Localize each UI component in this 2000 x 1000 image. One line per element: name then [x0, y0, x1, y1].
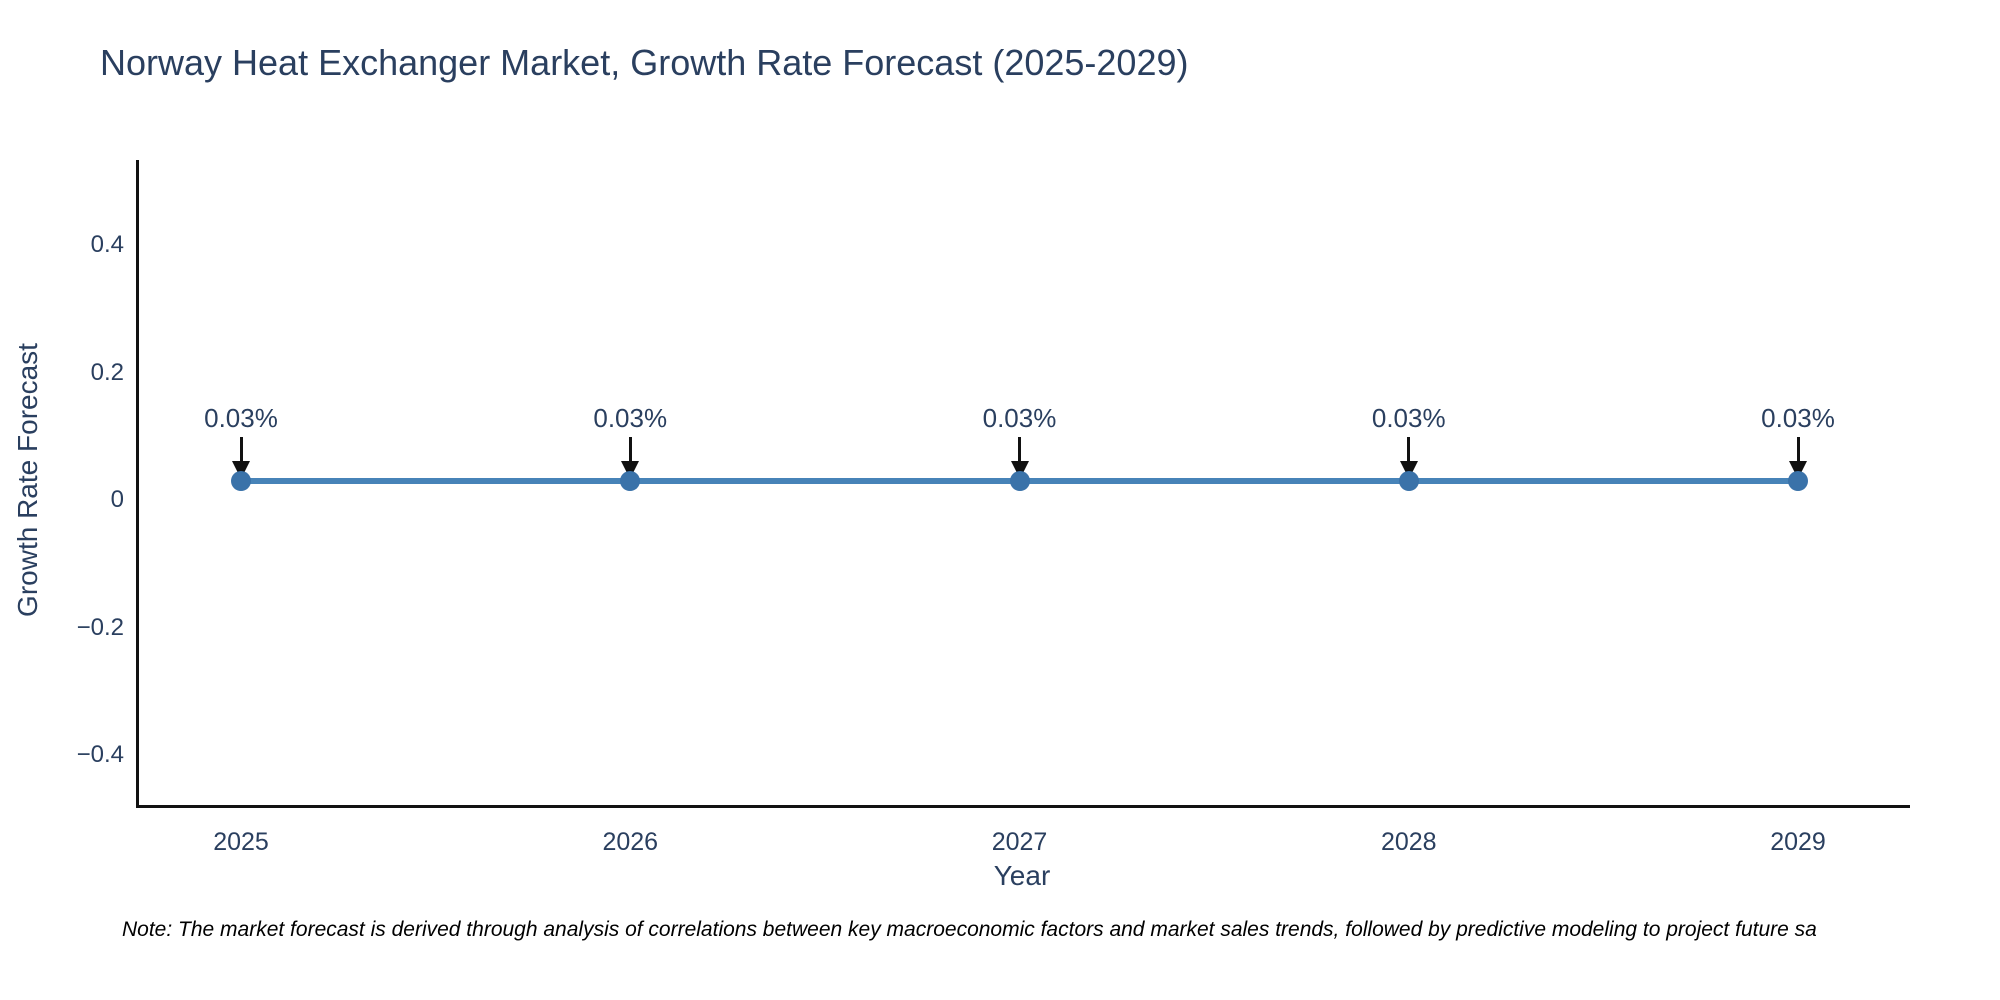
x-axis-tick-label: 2028 — [1380, 828, 1437, 856]
point-annotation-label: 0.03% — [593, 402, 668, 433]
point-annotation-label: 0.03% — [1371, 402, 1446, 433]
annotation-arrow-shaft — [1796, 436, 1800, 463]
annotation-arrow-shaft — [239, 436, 243, 463]
annotation-arrow-shaft — [1018, 436, 1021, 463]
data-point-marker[interactable] — [231, 470, 251, 491]
chart-title: Norway Heat Exchanger Market, Growth Rat… — [100, 42, 1189, 83]
x-axis-tick-label: 2026 — [602, 828, 659, 856]
annotation-arrow-shaft — [1407, 436, 1411, 463]
data-point-marker[interactable] — [620, 470, 641, 491]
point-annotation-label: 0.03% — [982, 402, 1057, 433]
data-point-marker[interactable] — [1398, 470, 1419, 491]
x-axis-tick-label: 2025 — [213, 828, 269, 856]
y-axis-tick-label: 0.2 — [90, 358, 124, 386]
y-axis-tick-label: −0.4 — [76, 741, 124, 768]
x-axis-tick-label: 2029 — [1770, 828, 1826, 856]
y-axis-tick-label: 0.4 — [90, 231, 124, 258]
x-axis-tick-label: 2027 — [991, 828, 1048, 856]
footnote: Note: The market forecast is derived thr… — [122, 918, 1817, 941]
data-point-marker[interactable] — [1788, 470, 1808, 491]
x-axis-title: Year — [993, 860, 1051, 891]
point-annotation-label: 0.03% — [204, 402, 278, 433]
y-axis-tick-label: 0 — [110, 486, 124, 513]
annotation-arrow-shaft — [628, 436, 632, 463]
data-point-marker[interactable] — [1009, 470, 1030, 491]
point-annotation-label: 0.03% — [1761, 402, 1835, 433]
y-axis-tick-label: −0.2 — [76, 613, 124, 641]
